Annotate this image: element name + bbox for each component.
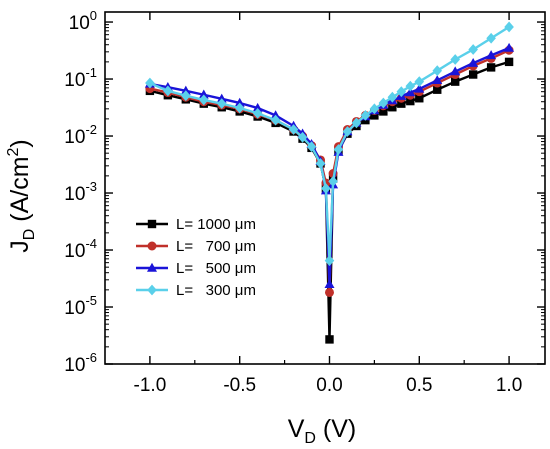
y-tick-label: 100	[69, 8, 97, 34]
data-point	[216, 93, 227, 103]
data-point	[198, 94, 209, 106]
data-point	[234, 97, 245, 107]
series-4	[145, 21, 514, 267]
data-point	[396, 86, 407, 98]
data-point	[288, 124, 299, 135]
data-point	[306, 141, 317, 153]
y-tick-label: 10-3	[64, 179, 97, 205]
data-point	[181, 90, 191, 102]
data-point	[378, 97, 389, 109]
data-point	[397, 99, 406, 108]
data-point	[324, 255, 335, 267]
data-point	[315, 158, 326, 169]
data-point	[324, 279, 335, 289]
y-axis-title: JD (A/cm2)	[5, 139, 38, 253]
legend-item: L= 700 μm	[136, 238, 256, 255]
y-tick-label: 10-4	[64, 236, 97, 262]
data-point	[324, 287, 334, 297]
data-point	[387, 91, 398, 103]
legend-item: L= 1000 μm	[136, 216, 256, 233]
legend-label: L= 700 μm	[176, 238, 256, 255]
y-tick-label: 10-5	[64, 293, 97, 319]
data-point	[504, 42, 515, 52]
x-tick-label: -1.0	[134, 375, 167, 396]
x-axis-ticks: -1.0 -0.5 0.0 0.5 1.0	[134, 12, 522, 396]
data-point	[198, 89, 209, 99]
data-point	[369, 103, 380, 115]
y-tick-label: 10-2	[64, 122, 97, 148]
legend-label: L= 300 μm	[176, 282, 256, 299]
x-tick-label: -0.5	[223, 375, 256, 396]
legend-marker	[147, 241, 157, 251]
data-point	[405, 87, 416, 97]
data-point	[379, 107, 388, 116]
data-point	[297, 131, 308, 143]
data-point	[414, 83, 425, 93]
data-point	[451, 77, 460, 86]
data-point	[486, 50, 497, 60]
legend: L= 1000 μm L= 700 μm L= 500 μm L= 300 μm	[136, 216, 256, 299]
data-point	[406, 96, 415, 106]
legend-marker	[147, 219, 157, 229]
data-point	[360, 110, 371, 121]
data-point	[145, 77, 155, 89]
legend-label: L= 1000 μm	[176, 216, 256, 233]
data-point	[468, 57, 479, 67]
data-point	[216, 98, 227, 110]
data-point	[468, 70, 478, 79]
y-tick-label: 10-6	[64, 350, 97, 376]
plot-border	[104, 11, 546, 365]
data-point	[342, 126, 353, 137]
data-point	[328, 175, 338, 187]
legend-label: L= 500 μm	[176, 260, 256, 277]
data-point	[486, 32, 496, 44]
data-point	[468, 44, 478, 55]
data-point	[252, 102, 263, 112]
data-point	[252, 107, 263, 119]
data-point	[333, 144, 344, 155]
data-point	[325, 335, 334, 344]
data-point	[432, 75, 443, 84]
data-point	[450, 54, 461, 65]
x-tick-label: 0.5	[406, 375, 432, 396]
data-point	[504, 21, 514, 33]
y-axis-ticks: 10-6 10-5 10-4 10-3 10-2 10-1 100	[64, 8, 545, 376]
x-tick-label: 1.0	[496, 375, 522, 396]
legend-marker	[147, 262, 157, 272]
legend-item: L= 300 μm	[136, 282, 256, 299]
data-point	[234, 102, 245, 114]
data-point	[504, 57, 514, 67]
data-point	[321, 183, 331, 194]
data-point	[405, 80, 416, 92]
data-point	[433, 85, 442, 94]
y-tick-label: 10-1	[64, 65, 97, 91]
data-point	[414, 76, 425, 88]
data-point	[415, 94, 424, 103]
data-point	[432, 65, 443, 77]
data-point	[270, 110, 281, 120]
legend-item: L= 500 μm	[136, 260, 256, 277]
data-point	[388, 103, 397, 112]
x-axis-title: VD (V)	[288, 415, 357, 447]
data-point	[270, 114, 281, 126]
legend-marker	[147, 284, 157, 296]
series-group	[144, 21, 515, 344]
data-point	[486, 63, 496, 72]
x-tick-label: 0.0	[316, 375, 342, 396]
plot-frame	[104, 11, 546, 365]
data-point	[370, 111, 379, 120]
data-point	[450, 66, 461, 76]
data-point	[163, 85, 173, 97]
data-point	[180, 85, 191, 95]
data-point	[351, 117, 362, 129]
